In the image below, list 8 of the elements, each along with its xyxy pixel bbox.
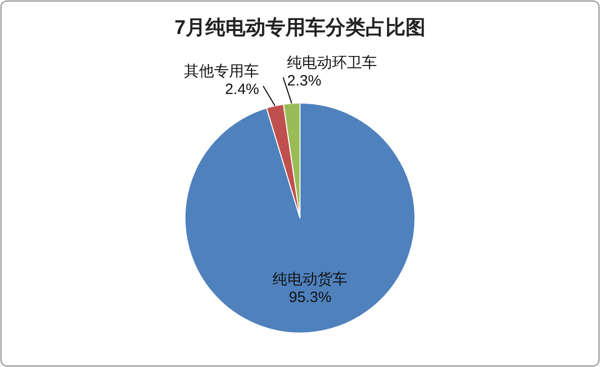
slice-label: 纯电动环卫车: [287, 54, 378, 72]
data-label: 2.4%: [224, 80, 260, 98]
chart-title: 7月纯电动专用车分类占比图: [174, 16, 426, 39]
data-label: 95.3%: [288, 289, 332, 306]
slice-label: 其他专用车: [184, 62, 260, 80]
data-label: 2.3%: [287, 72, 322, 90]
slice-label: 纯电动货车: [272, 271, 348, 288]
pie-slice: [184, 102, 416, 334]
